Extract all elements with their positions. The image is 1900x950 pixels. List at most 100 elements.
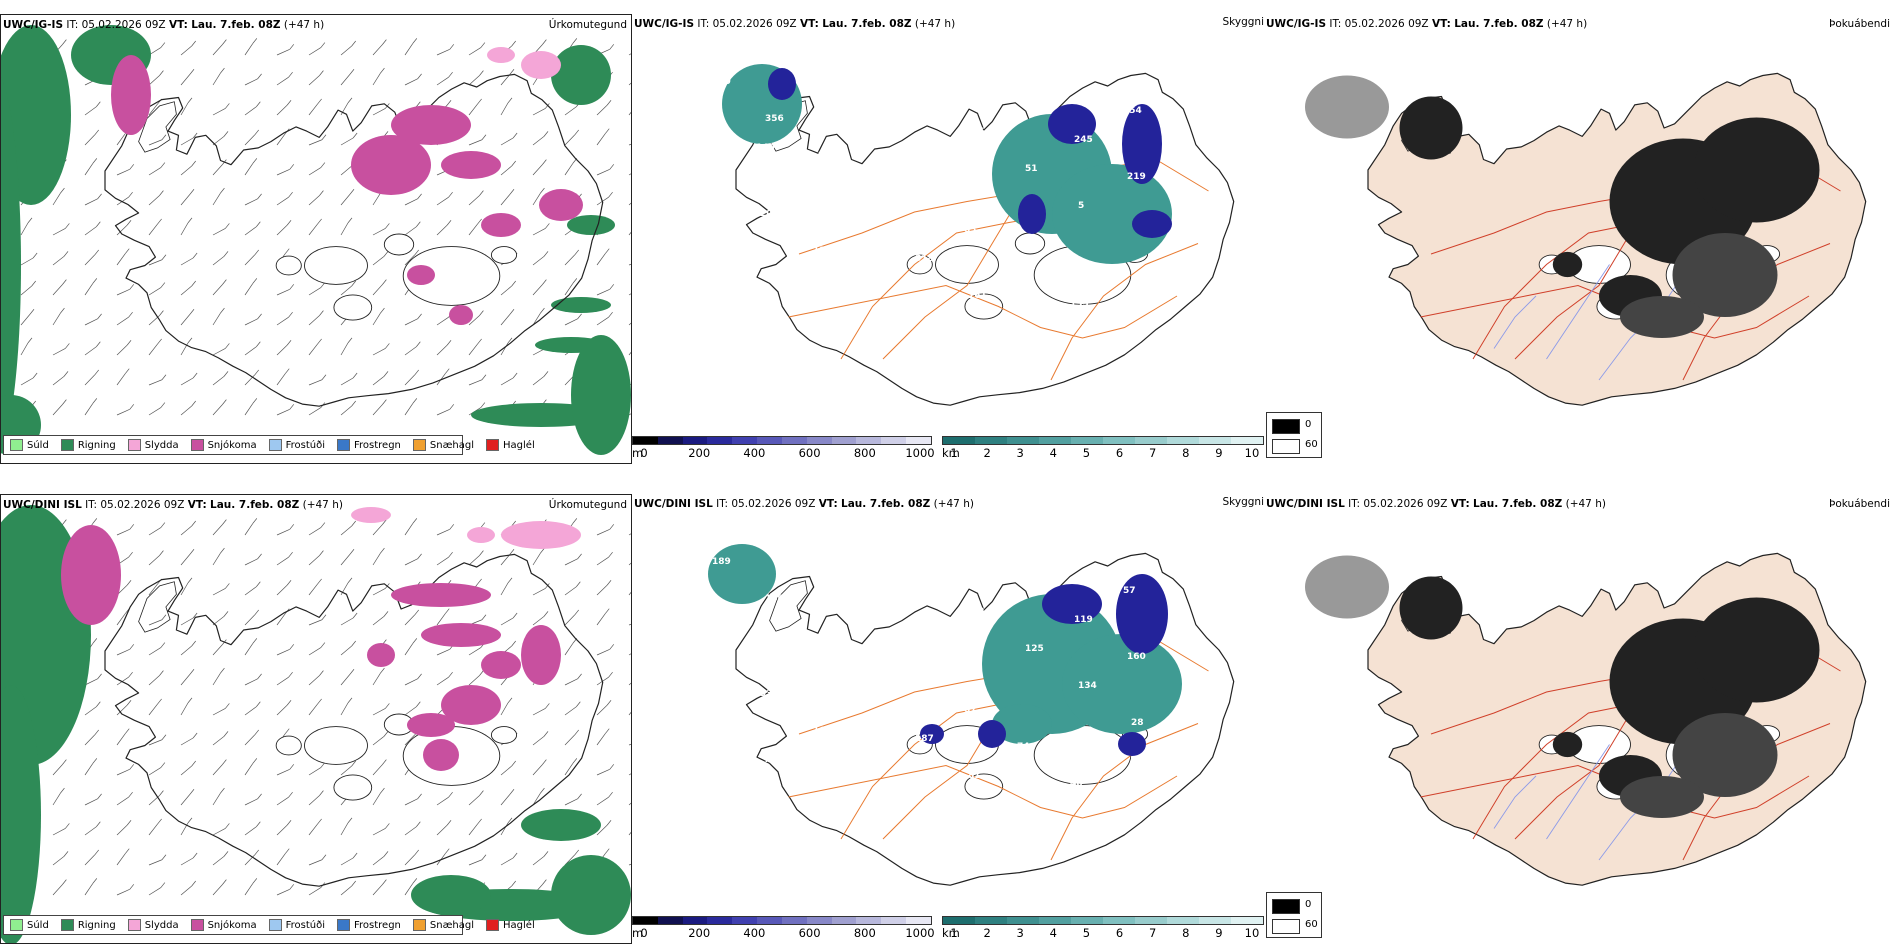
colorbar-tick: 7 xyxy=(1148,446,1157,460)
it-value: 05.02.2026 09Z xyxy=(712,18,797,30)
legend-item: Frostregn xyxy=(337,919,401,931)
legend-item: Rigning xyxy=(60,919,116,931)
visibility-value: 187 xyxy=(915,734,934,744)
legend-swatch xyxy=(337,439,350,451)
fog-legend: 0 60 xyxy=(1266,412,1322,458)
legend-swatch xyxy=(190,919,204,931)
snow-areas xyxy=(111,47,583,325)
legend-item: Rigning xyxy=(60,439,116,451)
legend-swatch xyxy=(10,919,23,931)
low-visibility-areas xyxy=(708,544,1182,756)
vt-value: Lau. 7.feb. 08Z xyxy=(1454,18,1544,30)
fog-swatch xyxy=(1272,919,1300,934)
precip-type-panel-ig-is: UWC/IG-IS IT: 05.02.2026 09Z VT: Lau. 7.… xyxy=(0,14,632,464)
colorbar-tick: 4 xyxy=(1049,446,1057,460)
visibility-map-dini: 189 169 115 123 87 74 46 57 59 66 125 187 81 106 119 16… xyxy=(708,544,1235,886)
legend-swatch xyxy=(190,439,204,451)
legend-item: Snæhagl xyxy=(412,919,474,931)
legend-item: Súld xyxy=(10,919,49,931)
it-label: IT: xyxy=(1329,18,1342,30)
lead-time: (+47 h) xyxy=(914,18,956,30)
it-label: IT: xyxy=(716,498,729,510)
panel-title-fog: Þokuábendi xyxy=(1829,18,1890,30)
visibility-value: 115 xyxy=(818,631,837,641)
colorbar-tick: 200 xyxy=(688,926,711,940)
precip-type-panel-dini: UWC/DINI ISL IT: 05.02.2026 09Z VT: Lau.… xyxy=(0,494,632,944)
panel-title-precip: Úrkomutegund xyxy=(548,499,627,511)
lead-time: (+47 h) xyxy=(283,19,325,31)
visibility-value: 28 xyxy=(1131,718,1144,728)
visibility-values: 189 169 115 123 87 74 46 57 59 66 125 187 81 106 119 16… xyxy=(712,557,1146,789)
visibility-value: 80 xyxy=(866,763,879,773)
colorbar-tick: 1 xyxy=(950,446,958,460)
model-name: UWC/DINI ISL xyxy=(1266,498,1345,510)
visibility-value: 51 xyxy=(1025,164,1038,174)
legend-swatch xyxy=(412,919,426,931)
legend-swatch xyxy=(127,439,141,451)
panel-header: UWC/IG-IS IT: 05.02.2026 09Z VT: Lau. 7.… xyxy=(3,19,324,31)
colorbar-tick: 8 xyxy=(1182,446,1190,460)
colorbar-tick: 2 xyxy=(983,446,991,460)
legend-swatch xyxy=(268,919,282,931)
colorbar-unit: m xyxy=(632,446,644,460)
legend-item: Snæhagl xyxy=(412,439,474,451)
fog-swatch xyxy=(1272,899,1300,914)
fog-value: 0 xyxy=(1305,419,1312,430)
visibility-value: 26 xyxy=(972,127,985,137)
legend-label: Frostregn xyxy=(354,439,401,451)
colorbar-tick: 7 xyxy=(1148,926,1157,940)
visibility-value: 106 xyxy=(1021,578,1040,588)
visibility-value: 81 xyxy=(968,771,981,781)
legend-label: Frostúði xyxy=(285,439,325,451)
visibility-value: 134 xyxy=(1078,681,1097,691)
it-label: IT: xyxy=(85,499,98,511)
visibility-value: 169 xyxy=(765,594,784,604)
legend-swatch xyxy=(60,439,74,451)
precip-legend: Súld Rigning Slydda Snjókoma Frostúði Frostre… xyxy=(3,435,535,455)
colorbar-tick: 1000 xyxy=(905,446,935,460)
fog-swatch xyxy=(1272,439,1300,454)
colorbar-tick: 4 xyxy=(1049,926,1057,940)
visibility-value: 103 xyxy=(919,90,938,100)
model-name: UWC/IG-IS xyxy=(3,19,64,31)
colorbar-gradient xyxy=(942,916,1264,925)
it-label: IT: xyxy=(697,18,710,30)
legend-item: Snjókoma xyxy=(190,919,257,931)
lead-time: (+47 h) xyxy=(933,498,974,510)
visibility-value: 5 xyxy=(1078,201,1084,211)
visibility-colorbar-m: m 0 200 400 600 800 1000 xyxy=(632,916,937,944)
colorbar-tick: 1000 xyxy=(905,926,935,940)
visibility-value: 72 xyxy=(871,188,884,198)
visibility-values: 280 356 280 72 83 162 133 154 140 118 56 318 161 163 2… xyxy=(712,77,1146,309)
legend-label: Rigning xyxy=(77,439,116,451)
visibility-value: 74 xyxy=(764,755,777,765)
iceland-outline xyxy=(104,553,604,887)
visibility-value: 160 xyxy=(1127,652,1146,662)
vt-label: VT: xyxy=(168,19,188,31)
visibility-value: 57 xyxy=(1123,586,1136,596)
colorbar-gradient xyxy=(632,436,932,445)
visibility-value: 318 xyxy=(915,254,934,264)
legend-label: Snjókoma xyxy=(207,439,257,451)
legend-label: Súld xyxy=(27,439,49,451)
legend-swatch xyxy=(486,439,500,451)
visibility-value: 125 xyxy=(1025,644,1044,654)
colorbar-tick: 10 xyxy=(1244,446,1260,460)
visibility-map-ig-is: 280 356 280 72 83 162 133 154 140 118 56 318 161 163 2… xyxy=(712,64,1235,406)
vt-label: VT: xyxy=(1431,18,1451,30)
vt-value: Lau. 7.feb. 08Z xyxy=(210,499,300,511)
legend-swatch xyxy=(268,439,282,451)
fog-value: 60 xyxy=(1305,439,1318,450)
iceland-outline xyxy=(104,73,604,407)
model-name: UWC/DINI ISL xyxy=(3,499,82,511)
visibility-value: 118 xyxy=(809,180,828,190)
legend-label: Slydda xyxy=(144,439,179,451)
colorbar-tick: 9 xyxy=(1215,926,1223,940)
colorbar-tick: 1 xyxy=(950,926,958,940)
visibility-value: 35 xyxy=(919,570,932,580)
it-label: IT: xyxy=(1348,498,1361,510)
legend-swatch xyxy=(337,919,350,931)
snow-areas xyxy=(61,507,581,771)
panel-title-fog: Þokuábendi xyxy=(1829,498,1890,510)
panel-title-precip: Úrkomutegund xyxy=(548,19,627,31)
